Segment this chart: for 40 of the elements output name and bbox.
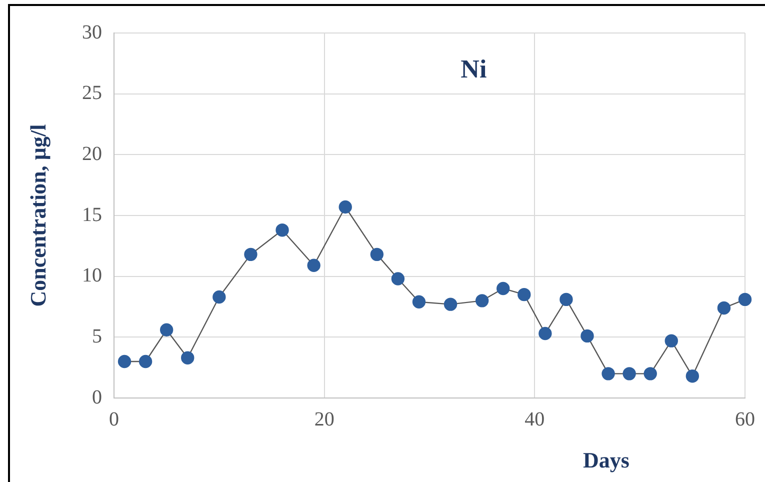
y-tick-label: 20 <box>82 142 102 165</box>
y-tick-label: 15 <box>82 204 102 226</box>
point <box>276 224 289 237</box>
point <box>518 288 531 302</box>
point <box>686 370 700 383</box>
point <box>338 200 352 214</box>
text: Ni <box>460 54 487 84</box>
point <box>717 301 731 315</box>
point <box>644 367 657 380</box>
x-tick-label: 40 <box>524 408 545 430</box>
y-tick-label: 30 <box>82 21 102 44</box>
point <box>370 248 384 262</box>
x-axis-title: Days <box>582 448 630 473</box>
point <box>244 248 258 262</box>
point <box>212 290 226 304</box>
point <box>622 367 636 380</box>
point <box>391 272 405 286</box>
point <box>307 258 320 272</box>
point <box>412 295 426 308</box>
y-tick-label: 5 <box>92 325 102 348</box>
y-axis-title: Concentration, µg/l <box>26 124 51 307</box>
point <box>664 334 678 348</box>
point <box>118 354 132 368</box>
x-tick-label: 20 <box>314 408 334 430</box>
y-tick-label: 25 <box>82 82 102 104</box>
point <box>181 351 194 364</box>
x-tick-label: 0 <box>109 408 119 430</box>
point <box>496 282 510 296</box>
point <box>475 294 489 308</box>
x-tick-label: 60 <box>735 408 755 430</box>
y-tick-label: 10 <box>82 264 102 287</box>
point <box>444 298 458 311</box>
point <box>560 292 573 306</box>
y-tick-label: 0 <box>92 386 102 408</box>
point <box>580 329 594 343</box>
point <box>160 323 174 336</box>
point <box>738 292 752 306</box>
point <box>602 367 615 380</box>
point <box>138 354 152 368</box>
point <box>538 326 552 340</box>
